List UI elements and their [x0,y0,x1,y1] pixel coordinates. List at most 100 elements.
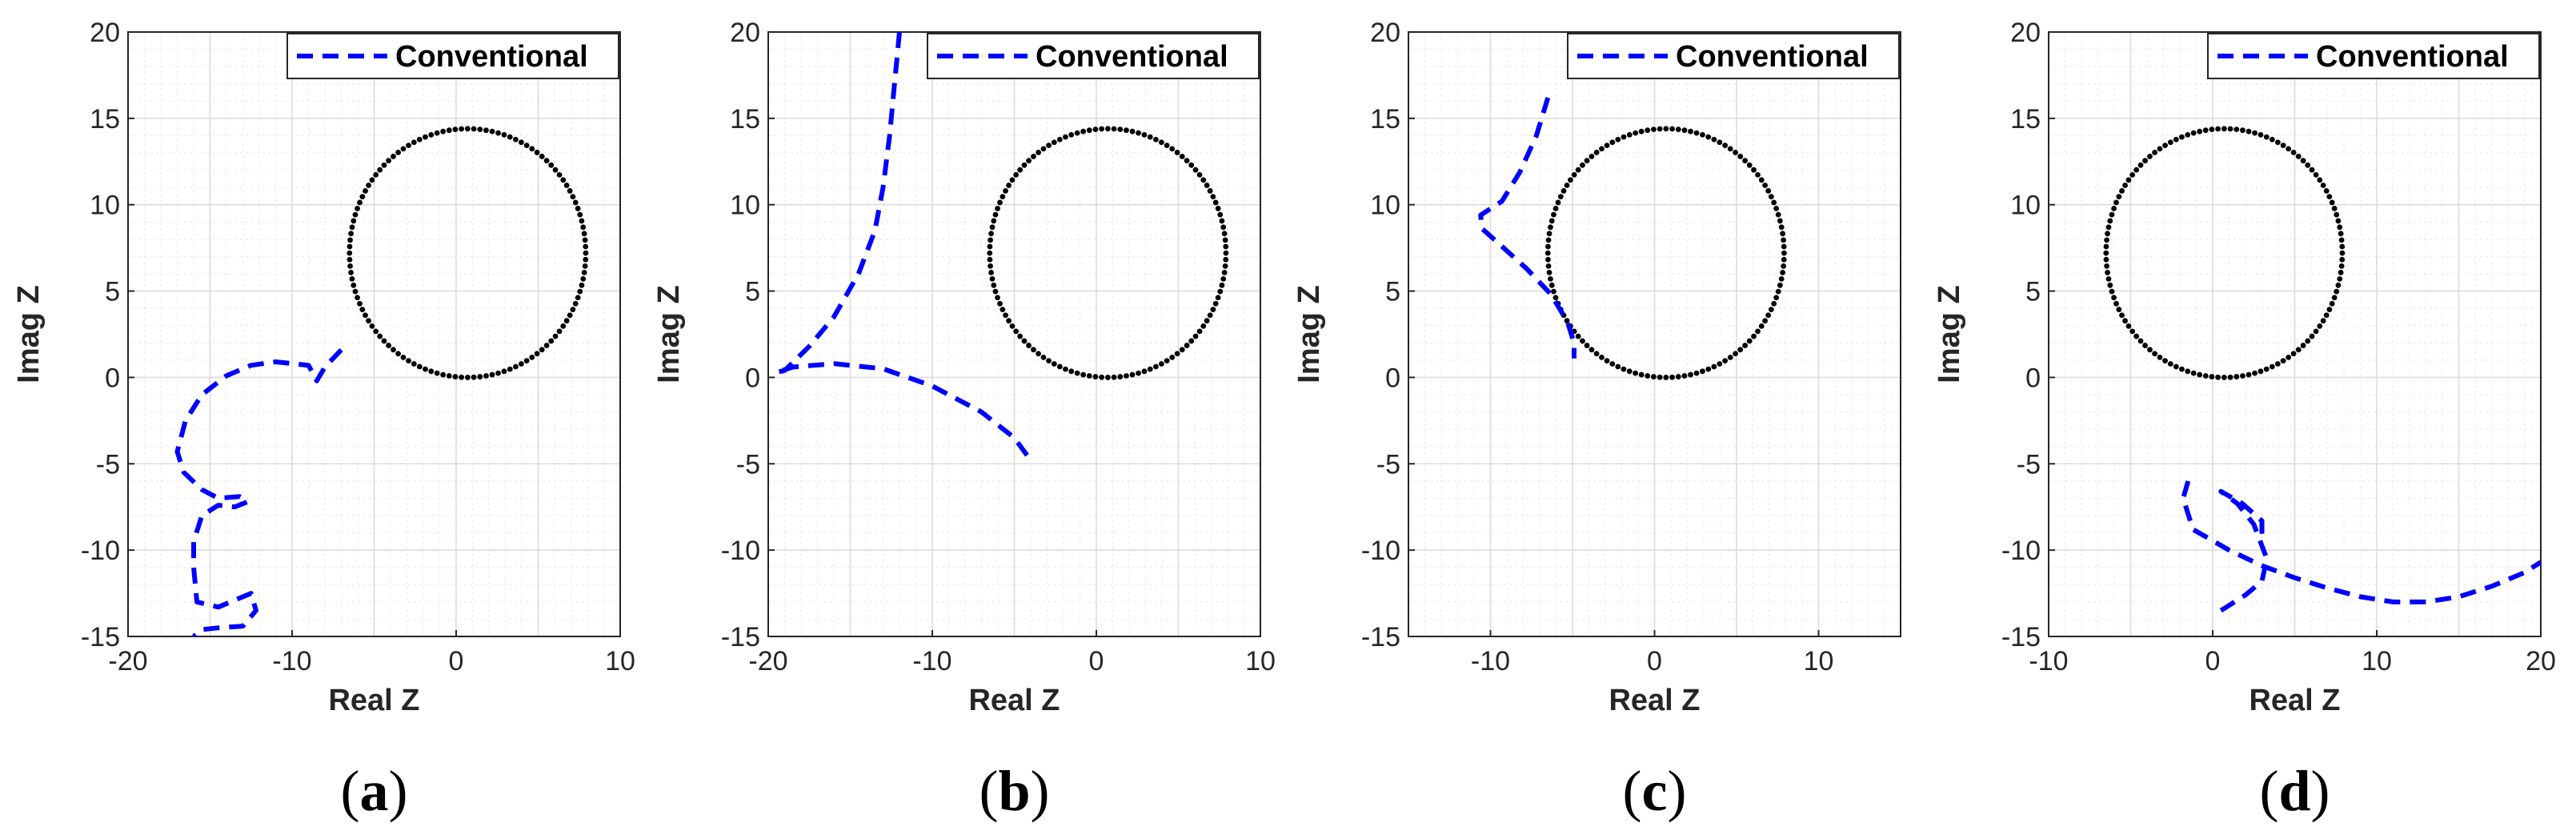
circle-point [1021,162,1028,168]
y-tick-label: 10 [1370,191,1400,221]
circle-point [1219,282,1225,288]
circle-point [369,323,375,329]
circle-point [2227,374,2233,380]
circle-point [1080,371,1087,378]
circle-point [1188,162,1195,168]
circle-point [434,370,440,376]
circle-point [1040,146,1047,152]
circle-point [1742,158,1749,164]
circle-point [357,300,363,307]
circle-point [1056,136,1063,143]
circle-point [2142,343,2148,348]
circle-point [1546,231,1552,237]
circle-point [1117,126,1124,133]
circle-point [580,276,587,282]
circle-point [1104,375,1111,380]
circle-point [1056,363,1063,370]
circle-point [348,231,354,237]
y-tick-label: -10 [721,536,760,566]
circle-point [2309,167,2315,173]
axes-box [767,31,1261,637]
circle-point [1609,361,1616,367]
circle-point [1063,134,1068,140]
circle-point [523,358,530,364]
circle-point [1552,206,1559,211]
circle-point [1009,177,1016,183]
conventional-series-line [1478,97,1576,359]
circle-point [1147,134,1153,140]
y-tick-label: -5 [2017,449,2041,480]
circle-point [347,263,353,269]
circle-point [989,224,996,231]
circle-point [366,318,371,324]
circle-point [2113,199,2119,206]
circle-point [1609,139,1616,146]
x-axis-label: Real Z [1608,684,1700,717]
circle-point [1568,177,1573,183]
circle-point [2157,146,2163,152]
circle-point [1051,361,1057,367]
circle-point [2252,130,2258,136]
circle-point [2326,307,2333,313]
circle-point [512,136,519,143]
circle-point [2129,171,2136,178]
conventional-series-line [774,32,1033,462]
circle-point [583,243,589,250]
circle-point [2119,188,2125,194]
circle-point [1765,188,1772,194]
circle-point [1068,132,1075,138]
circle-point [988,263,993,269]
circle-point [1781,263,1787,269]
circle-point [1092,126,1099,133]
circle-point [381,162,387,168]
circle-point [1657,374,1663,380]
circle-point [2147,154,2153,159]
circle-point [2152,150,2157,155]
circle-point [1546,270,1552,275]
circle-point [391,347,396,353]
circle-point [349,276,355,282]
circle-point [1580,162,1585,168]
y-tick-label: 0 [105,363,120,393]
circle-point [1593,150,1600,155]
circle-point [2339,243,2346,250]
circle-point [2252,370,2258,376]
circle-point [1615,136,1621,143]
circle-point [483,373,489,379]
circle-point [988,237,993,243]
circle-point [495,130,501,136]
circle-point [523,143,530,149]
circle-point [2103,243,2109,250]
x-tick-label: -10 [1471,646,1510,676]
circle-point [1221,270,1228,275]
circle-point [1212,199,1219,206]
circle-point [543,158,550,164]
circle-point [349,224,355,231]
circle-point [1663,375,1669,380]
y-tick-label: -5 [736,449,760,480]
circle-point [539,154,545,159]
circle-point [2133,333,2140,339]
circle-point [2133,167,2140,173]
circle-point [347,250,353,256]
circle-point [1777,218,1783,224]
circle-point [2274,139,2281,146]
circle-point [1031,347,1036,353]
circle-point [1051,139,1057,146]
circle-point [1705,366,1712,372]
circle-point [2202,373,2209,379]
circle-point [1584,158,1590,164]
circle-point [1548,224,1553,231]
circle-point [2209,126,2215,133]
circle-point [2173,363,2179,370]
circle-point [1768,307,1774,313]
conventional-series-line [174,347,343,636]
circle-point [1207,312,1213,319]
circle-point [2104,263,2109,269]
circle-point [548,162,555,168]
circle-point [992,211,999,218]
circle-point [534,351,540,357]
circle-point [1737,154,1744,159]
y-tick-label: -5 [96,449,120,480]
circle-point [1036,150,1041,155]
